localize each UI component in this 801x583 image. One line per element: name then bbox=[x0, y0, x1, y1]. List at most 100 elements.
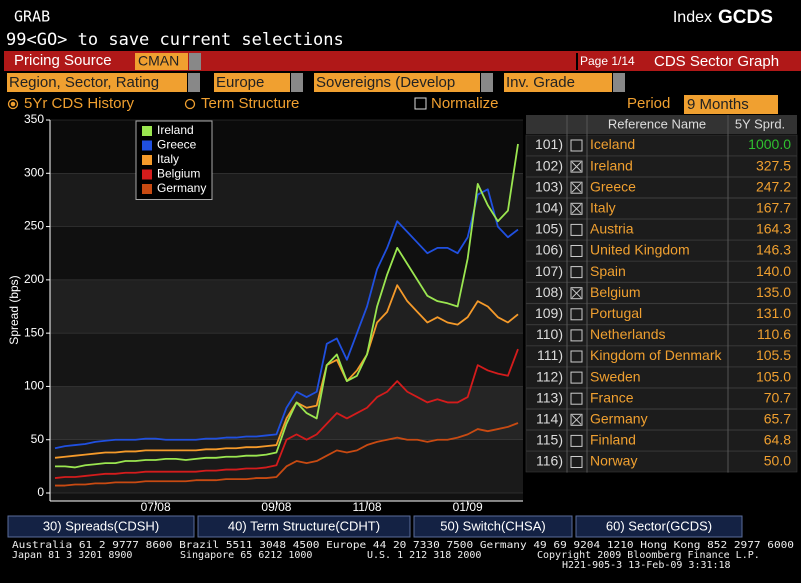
index-code: GCDS bbox=[718, 7, 773, 28]
filter-field[interactable] bbox=[504, 73, 612, 92]
filter-value: Region, Sector, Rating bbox=[9, 74, 159, 91]
reference-name: Portugal bbox=[590, 305, 642, 321]
legend-label: Belgium bbox=[157, 167, 200, 181]
spread-value: 131.0 bbox=[756, 305, 791, 321]
row-checkbox[interactable] bbox=[570, 392, 583, 405]
table-row[interactable] bbox=[525, 219, 798, 241]
tab[interactable] bbox=[575, 515, 743, 538]
row-checkbox[interactable] bbox=[570, 160, 583, 173]
table-row[interactable] bbox=[525, 198, 798, 220]
field-button[interactable] bbox=[481, 73, 493, 92]
spread-value: 164.3 bbox=[756, 221, 791, 237]
row-checkbox[interactable] bbox=[570, 181, 583, 194]
y-tick-label: 300 bbox=[24, 165, 44, 179]
spread-value: 167.7 bbox=[756, 200, 791, 216]
row-checkbox[interactable] bbox=[570, 287, 583, 300]
legend-label: Greece bbox=[157, 138, 197, 152]
row-number: 113) bbox=[536, 389, 563, 405]
legend-swatch bbox=[142, 184, 152, 194]
row-checkbox[interactable] bbox=[570, 350, 583, 363]
series-line bbox=[54, 284, 519, 459]
row-checkbox[interactable] bbox=[570, 371, 583, 384]
radio-button[interactable] bbox=[184, 98, 196, 110]
tab-bar: 30) Spreads(CDSH) 40) Term Structure(CDHT… bbox=[7, 515, 743, 538]
row-checkbox[interactable] bbox=[570, 413, 583, 426]
y-tick-label: 50 bbox=[31, 432, 45, 446]
filter-field[interactable] bbox=[314, 73, 480, 92]
row-checkbox[interactable] bbox=[570, 202, 583, 215]
footer-text: Singapore 65 6212 1000 bbox=[180, 550, 312, 561]
period-field[interactable] bbox=[684, 95, 778, 114]
field-button[interactable] bbox=[189, 53, 201, 70]
row-number: 103) bbox=[535, 178, 563, 194]
row-number: 105) bbox=[535, 221, 563, 237]
tab[interactable] bbox=[197, 515, 411, 538]
table-row[interactable] bbox=[525, 324, 798, 346]
row-number: 108) bbox=[535, 284, 563, 300]
reference-name: United Kingdom bbox=[590, 242, 690, 258]
table-row[interactable] bbox=[525, 387, 798, 410]
legend-swatch bbox=[142, 155, 152, 165]
row-number: 110) bbox=[536, 326, 563, 342]
checkbox[interactable] bbox=[414, 97, 427, 110]
spread-value: 247.2 bbox=[756, 178, 791, 194]
check-mark bbox=[571, 288, 582, 299]
row-checkbox[interactable] bbox=[570, 266, 583, 279]
table-row[interactable] bbox=[525, 282, 798, 304]
row-number: 101) bbox=[535, 136, 563, 152]
series-line bbox=[55, 143, 519, 469]
footer-text: Copyright 2009 Bloomberg Finance L.P. bbox=[537, 550, 760, 561]
row-checkbox[interactable] bbox=[570, 139, 583, 152]
row-number: 102) bbox=[535, 157, 563, 173]
spread-value: 110.6 bbox=[757, 326, 791, 342]
field-button[interactable] bbox=[613, 73, 625, 92]
tab[interactable] bbox=[413, 515, 573, 538]
row-checkbox[interactable] bbox=[570, 329, 583, 342]
row-checkbox[interactable] bbox=[570, 245, 583, 257]
row-checkbox[interactable] bbox=[570, 223, 583, 236]
tab-label: 60) Sector(GCDS) bbox=[606, 518, 712, 533]
radio-button[interactable] bbox=[7, 98, 19, 110]
table-row[interactable] bbox=[525, 176, 798, 198]
row-checkbox[interactable] bbox=[570, 456, 583, 468]
column-header: 5Y Sprd. bbox=[735, 116, 785, 131]
table-row[interactable] bbox=[525, 366, 798, 388]
table-row[interactable] bbox=[525, 240, 798, 262]
table-row[interactable] bbox=[525, 261, 798, 283]
field-button[interactable] bbox=[291, 73, 303, 92]
x-tick-label: 07/08 bbox=[141, 500, 171, 514]
y-tick-label: 250 bbox=[24, 219, 44, 233]
table-row[interactable] bbox=[525, 134, 798, 156]
footer-text: H221-905-3 13-Feb-09 3:31:18 bbox=[562, 560, 731, 571]
checkbox-label: Normalize bbox=[431, 95, 499, 112]
spread-value: 105.0 bbox=[756, 368, 791, 384]
filter-field[interactable] bbox=[7, 73, 187, 92]
function-name: GRAB bbox=[14, 8, 50, 26]
column-header: Reference Name bbox=[608, 116, 706, 131]
table-row[interactable] bbox=[525, 155, 798, 177]
row-number: 111) bbox=[537, 347, 563, 363]
row-checkbox[interactable] bbox=[570, 434, 583, 447]
radio-dot bbox=[10, 101, 16, 107]
y-tick-label: 0 bbox=[37, 485, 44, 499]
table-row[interactable] bbox=[525, 430, 798, 452]
tab[interactable] bbox=[7, 515, 195, 538]
table-row[interactable] bbox=[525, 408, 798, 431]
field-button[interactable] bbox=[188, 73, 200, 92]
check-mark bbox=[571, 414, 582, 425]
tab-label: 50) Switch(CHSA) bbox=[440, 518, 545, 533]
footer: Australia 61 2 9777 8600 Brazil 5511 304… bbox=[12, 540, 794, 571]
grid-band bbox=[50, 120, 523, 174]
series-line bbox=[54, 188, 519, 450]
table-row[interactable] bbox=[525, 451, 798, 473]
filter-field[interactable] bbox=[214, 73, 290, 92]
row-checkbox[interactable] bbox=[570, 308, 583, 321]
options-row: 5Yr CDS History Term Structure Normalize Pe… bbox=[7, 95, 778, 114]
spread-value: 105.5 bbox=[756, 347, 791, 363]
table-row[interactable] bbox=[525, 303, 798, 325]
legend-label: Italy bbox=[157, 152, 179, 166]
table-row[interactable] bbox=[525, 345, 798, 367]
reference-name: Greece bbox=[590, 178, 636, 194]
pricing-field[interactable] bbox=[135, 53, 188, 70]
